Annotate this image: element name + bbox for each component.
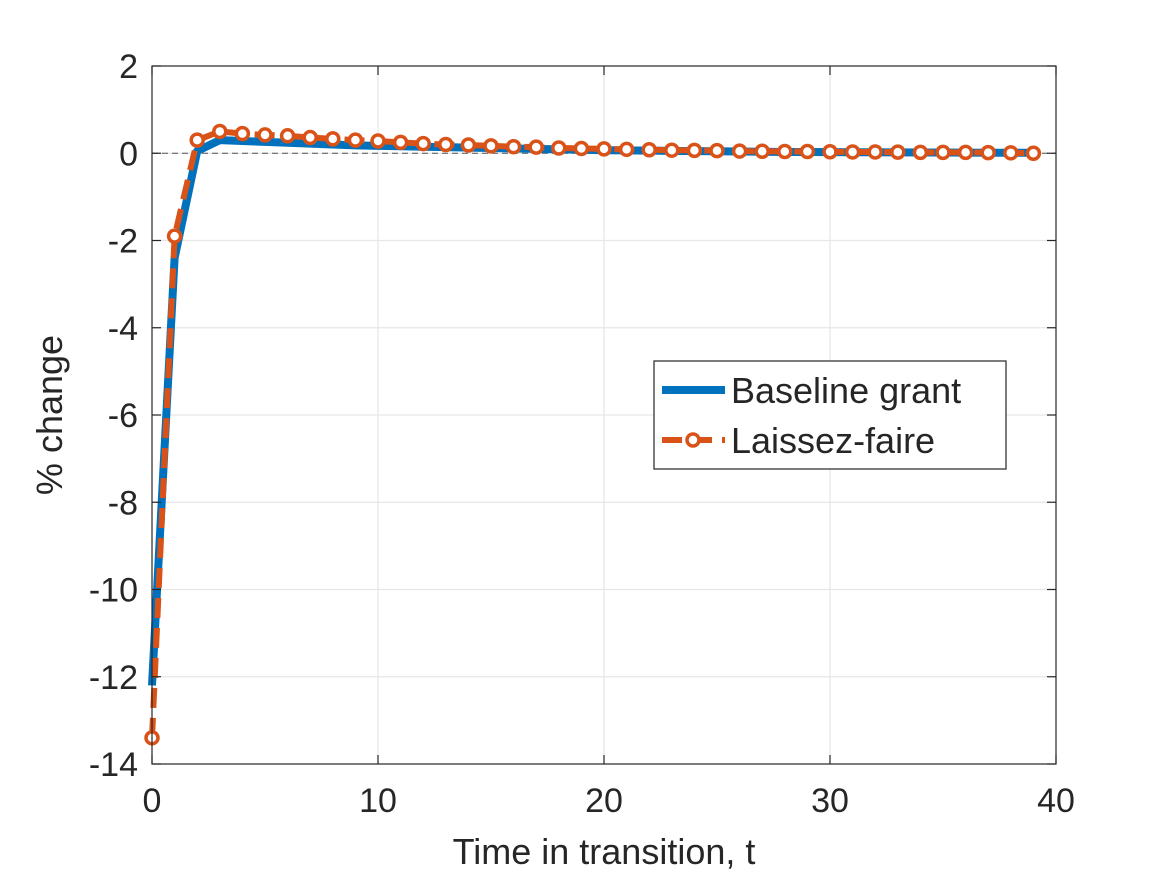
data-point-laissez-faire bbox=[1025, 145, 1042, 161]
x-tick-label: 10 bbox=[359, 782, 397, 820]
y-tick-label: -12 bbox=[89, 659, 138, 697]
y-tick-label: -8 bbox=[108, 484, 138, 522]
data-point-laissez-faire bbox=[618, 141, 635, 158]
data-point-laissez-faire bbox=[573, 140, 590, 157]
data-point-laissez-faire bbox=[166, 228, 183, 244]
data-point-laissez-faire bbox=[957, 144, 974, 161]
x-tick-labels: 0 10 20 30 40 bbox=[143, 66, 1075, 820]
legend: Baseline grant Laissez-faire bbox=[653, 360, 1007, 470]
y-tick-labels: 2 0 -2 -4 -6 -8 -10 -12 -14 bbox=[89, 48, 1056, 784]
y-tick-label: 2 bbox=[119, 48, 138, 86]
y-tick-label: -6 bbox=[108, 397, 138, 435]
data-point-laissez-faire bbox=[844, 144, 861, 160]
data-point-laissez-faire bbox=[890, 144, 906, 160]
data-point-laissez-faire bbox=[664, 142, 680, 158]
legend-entry-laissez-faire: Laissez-faire bbox=[662, 420, 935, 461]
data-point-laissez-faire bbox=[505, 138, 522, 155]
data-point-laissez-faire bbox=[777, 143, 793, 160]
y-tick-label: -4 bbox=[108, 310, 138, 348]
data-point-laissez-faire bbox=[528, 139, 544, 155]
legend-swatch-laissez-faire-marker bbox=[685, 432, 701, 448]
data-point-laissez-faire bbox=[325, 131, 341, 147]
data-point-laissez-faire bbox=[731, 143, 748, 159]
x-tick-label: 40 bbox=[1037, 782, 1075, 820]
data-point-laissez-faire bbox=[754, 143, 770, 160]
data-point-laissez-faire bbox=[1003, 145, 1019, 161]
data-point-laissez-faire bbox=[551, 140, 567, 156]
data-point-laissez-faire bbox=[460, 137, 477, 153]
data-point-laissez-faire bbox=[483, 138, 499, 154]
y-axis-label: % change bbox=[29, 335, 70, 495]
legend-box bbox=[653, 360, 1007, 470]
x-tick-label: 0 bbox=[143, 782, 162, 820]
x-axis-label: Time in transition, t bbox=[453, 831, 756, 872]
data-point-laissez-faire bbox=[935, 144, 951, 161]
legend-label-laissez-faire: Laissez-faire bbox=[731, 420, 935, 461]
data-point-laissez-faire bbox=[302, 129, 318, 146]
data-point-laissez-faire bbox=[822, 143, 838, 160]
data-point-laissez-faire bbox=[709, 142, 725, 159]
data-point-laissez-faire bbox=[370, 133, 386, 149]
data-point-laissez-faire bbox=[212, 123, 228, 140]
series-line-laissez-faire bbox=[149, 128, 1034, 738]
y-tick-label: -14 bbox=[89, 746, 138, 784]
y-tick-label: -2 bbox=[108, 223, 138, 261]
y-tick-label: -10 bbox=[89, 572, 138, 610]
plot-series bbox=[144, 123, 1042, 746]
data-point-laissez-faire bbox=[912, 144, 929, 161]
data-point-laissez-faire bbox=[980, 144, 996, 161]
legend-entry-baseline: Baseline grant bbox=[662, 370, 961, 411]
data-point-laissez-faire bbox=[279, 128, 296, 144]
legend-label-baseline: Baseline grant bbox=[731, 370, 961, 411]
y-tick-label: 0 bbox=[119, 135, 138, 173]
data-point-laissez-faire bbox=[257, 127, 273, 143]
data-point-laissez-faire bbox=[799, 143, 816, 160]
data-point-laissez-faire bbox=[415, 135, 431, 152]
data-point-laissez-faire bbox=[686, 142, 703, 159]
x-tick-label: 30 bbox=[811, 782, 849, 820]
data-point-laissez-faire bbox=[189, 132, 205, 148]
data-point-laissez-faire bbox=[641, 142, 657, 158]
x-tick-label: 20 bbox=[585, 782, 623, 820]
data-point-laissez-faire bbox=[347, 132, 364, 148]
data-point-laissez-faire bbox=[596, 141, 612, 157]
data-point-laissez-faire bbox=[234, 125, 251, 142]
data-point-laissez-faire bbox=[438, 136, 454, 153]
data-point-laissez-faire bbox=[392, 134, 409, 151]
data-point-laissez-faire bbox=[867, 144, 883, 160]
